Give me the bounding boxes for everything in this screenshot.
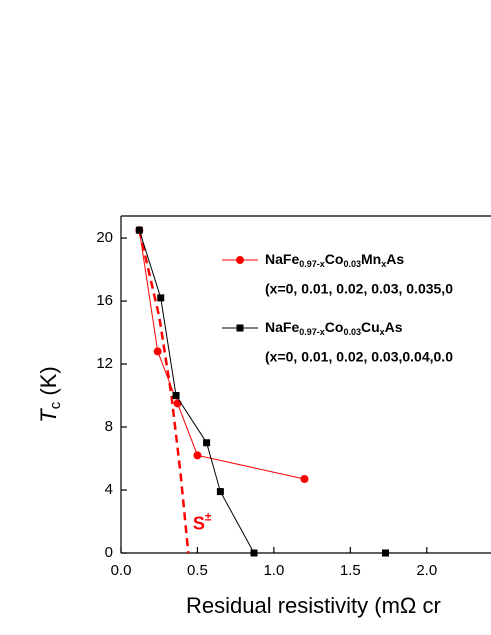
marker <box>300 474 309 483</box>
x-tick-label: 1.0 <box>263 562 284 579</box>
marker <box>153 347 162 356</box>
y-label-part: T <box>36 408 61 423</box>
y-tick-label: 0 <box>105 544 113 561</box>
legend-part: 0.03 <box>343 327 361 337</box>
x-tick-label: 2.0 <box>416 562 437 579</box>
legend-part: Co <box>325 251 344 267</box>
marker <box>157 294 165 302</box>
legend-part: x <box>381 259 386 269</box>
legend-part: Co <box>325 319 344 335</box>
marker <box>382 549 390 557</box>
y-label-part: (K) <box>36 366 61 401</box>
legend-part: x <box>380 327 385 337</box>
annotation-text: S <box>193 513 205 533</box>
y-label-part: c <box>47 401 64 409</box>
y-tick-label: 4 <box>105 481 113 498</box>
legend-note: (x=0, 0.01, 0.02, 0.03,0.04,0.0 <box>265 349 453 365</box>
legend-label: NaFe0.97-xCo0.03CuxAs <box>265 319 403 338</box>
x-tick-label: 1.5 <box>340 562 361 579</box>
annotation: S± <box>193 510 212 534</box>
legend-part: Mn <box>361 251 381 267</box>
marker <box>173 399 182 408</box>
y-tick-label: 20 <box>96 229 113 246</box>
marker <box>236 324 244 332</box>
legend-part: 0.03 <box>343 259 361 269</box>
marker <box>236 256 244 264</box>
x-tick-label: 0.5 <box>187 562 208 579</box>
legend-part: NaFe <box>265 319 299 335</box>
legend-label: NaFe0.97-xCo0.03MnxAs <box>265 251 404 270</box>
y-tick-label: 12 <box>96 355 113 372</box>
x-axis-label: Residual resistivity (mΩ cr <box>186 593 441 618</box>
legend-part: Cu <box>361 319 380 335</box>
y-axis-label: Tc (K) <box>36 366 64 422</box>
marker <box>216 488 224 496</box>
legend-part: As <box>385 319 403 335</box>
theory-curve <box>138 229 190 554</box>
marker <box>250 549 258 557</box>
marker <box>203 439 211 447</box>
series-line <box>138 230 386 554</box>
y-tick-label: 8 <box>105 418 113 435</box>
legend-part: 0.97-x <box>299 327 325 337</box>
annotation-sup: ± <box>205 510 212 524</box>
legend-part: As <box>386 251 404 267</box>
legend-note: (x=0, 0.01, 0.02, 0.03, 0.035,0 <box>265 281 453 297</box>
marker <box>172 392 180 400</box>
legend-part: NaFe <box>265 251 299 267</box>
marker <box>135 226 143 234</box>
legend-part: 0.97-x <box>299 259 325 269</box>
x-tick-label: 0.0 <box>111 562 132 579</box>
marker <box>193 451 202 460</box>
y-tick-label: 16 <box>96 292 113 309</box>
